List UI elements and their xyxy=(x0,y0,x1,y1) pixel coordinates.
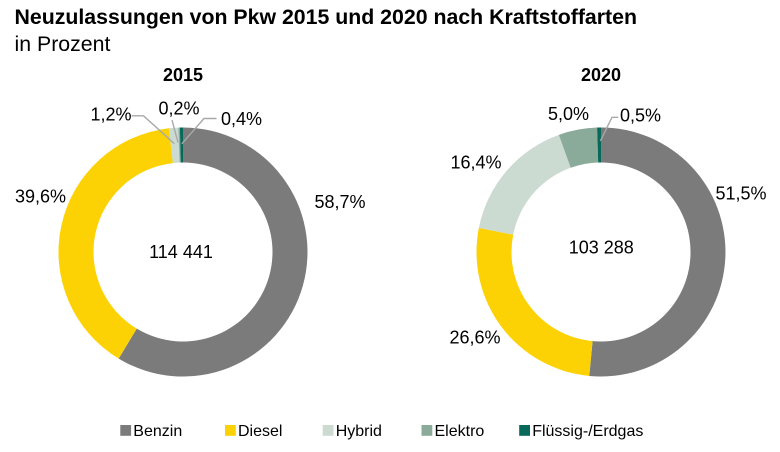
svg-text:39,6%: 39,6% xyxy=(15,187,66,207)
svg-text:103 288: 103 288 xyxy=(569,238,634,258)
svg-text:2015: 2015 xyxy=(163,65,203,85)
svg-text:0,4%: 0,4% xyxy=(221,109,262,129)
svg-text:1,2%: 1,2% xyxy=(90,105,131,125)
svg-text:2020: 2020 xyxy=(581,65,621,85)
svg-text:Diesel: Diesel xyxy=(238,423,282,440)
svg-text:0,5%: 0,5% xyxy=(620,106,661,126)
svg-text:16,4%: 16,4% xyxy=(450,153,501,173)
svg-text:58,7%: 58,7% xyxy=(314,192,365,212)
svg-text:0,2%: 0,2% xyxy=(158,99,199,119)
svg-text:114 441: 114 441 xyxy=(149,242,213,262)
svg-text:5,0%: 5,0% xyxy=(548,104,589,124)
svg-text:Flüssig-/Erdgas: Flüssig-/Erdgas xyxy=(532,423,643,440)
svg-text:Elektro: Elektro xyxy=(435,423,485,440)
svg-text:26,6%: 26,6% xyxy=(449,328,500,348)
svg-text:Benzin: Benzin xyxy=(133,423,182,440)
svg-text:Hybrid: Hybrid xyxy=(336,423,382,440)
svg-text:51,5%: 51,5% xyxy=(715,184,766,204)
